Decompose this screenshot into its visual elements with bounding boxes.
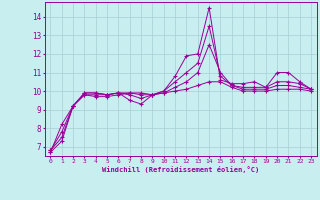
X-axis label: Windchill (Refroidissement éolien,°C): Windchill (Refroidissement éolien,°C) — [102, 166, 260, 173]
